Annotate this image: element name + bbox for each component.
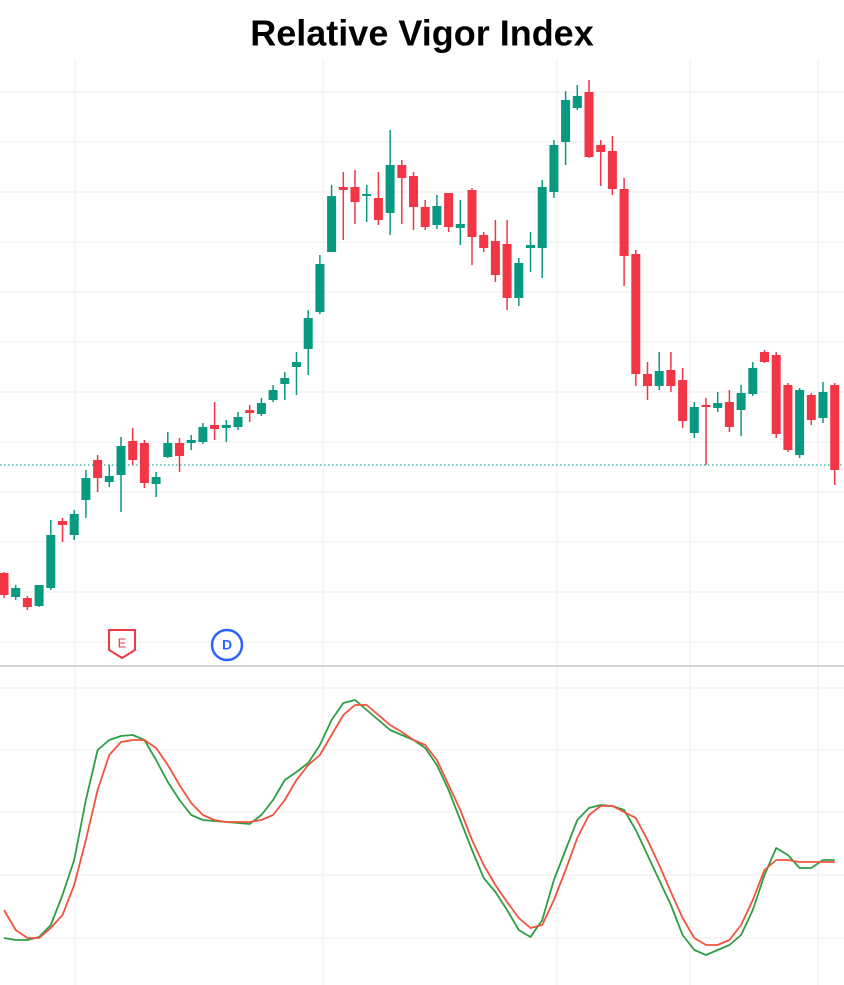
candle-body bbox=[69, 514, 79, 535]
candle-body bbox=[607, 151, 617, 189]
candle-body bbox=[385, 165, 395, 213]
candle-body bbox=[221, 425, 231, 428]
candle-body bbox=[34, 585, 44, 606]
candle-body bbox=[362, 194, 372, 196]
marker-label: E bbox=[118, 635, 127, 650]
candle-body bbox=[327, 196, 337, 252]
candle-body bbox=[280, 378, 290, 384]
candle-body bbox=[830, 385, 840, 470]
candle-body bbox=[479, 235, 489, 248]
candle-body bbox=[409, 176, 418, 207]
candle-body bbox=[198, 427, 208, 442]
candle-body bbox=[139, 443, 149, 483]
candle-body bbox=[514, 263, 524, 298]
candle-body bbox=[666, 370, 676, 386]
marker-label: D bbox=[222, 637, 232, 653]
candle-body bbox=[654, 371, 664, 386]
candle-body bbox=[81, 478, 91, 500]
candle-body bbox=[502, 244, 512, 298]
candle-body bbox=[420, 207, 430, 227]
candle-body bbox=[163, 443, 173, 457]
candle-body bbox=[444, 193, 454, 227]
candle-body bbox=[701, 405, 711, 407]
candle-body bbox=[818, 392, 828, 418]
candles bbox=[0, 80, 844, 610]
candle-body bbox=[256, 403, 266, 414]
candle-body bbox=[771, 355, 781, 434]
candle-body bbox=[678, 380, 688, 421]
candle-body bbox=[116, 446, 126, 475]
candle-body bbox=[736, 393, 746, 410]
indicator-line bbox=[3, 699, 835, 956]
candle-body bbox=[537, 187, 547, 248]
candle-body bbox=[561, 100, 571, 142]
candle-body bbox=[783, 385, 793, 450]
candle-body bbox=[619, 189, 629, 256]
candle-body bbox=[689, 407, 699, 433]
candle-body bbox=[350, 187, 360, 202]
grid bbox=[0, 60, 844, 985]
candle-body bbox=[643, 374, 652, 386]
candle-body bbox=[806, 395, 816, 420]
candle-body bbox=[233, 417, 243, 427]
marker-d: D bbox=[210, 628, 244, 662]
candle-body bbox=[315, 264, 325, 312]
candle-body bbox=[795, 390, 805, 455]
marker-e: E bbox=[108, 629, 136, 660]
candle-body bbox=[22, 598, 32, 607]
chart-title: Relative Vigor Index bbox=[250, 13, 593, 54]
candle-body bbox=[526, 245, 535, 248]
candle-body bbox=[46, 535, 56, 588]
candle-body bbox=[151, 477, 161, 484]
candle-body bbox=[186, 440, 196, 443]
candle-body bbox=[268, 390, 278, 400]
candle-body bbox=[724, 402, 734, 427]
candle-body bbox=[596, 145, 606, 152]
candle-body bbox=[631, 254, 641, 374]
candle-body bbox=[245, 410, 255, 413]
candle-body bbox=[292, 362, 301, 367]
candle-body bbox=[373, 198, 383, 220]
candle-body bbox=[0, 573, 9, 595]
candle-body bbox=[467, 190, 477, 237]
candle-body bbox=[490, 241, 500, 275]
candle-body bbox=[303, 318, 313, 349]
candle-body bbox=[104, 476, 114, 482]
candle-body bbox=[58, 521, 67, 525]
candle-body bbox=[210, 425, 220, 429]
candle-body bbox=[397, 165, 407, 178]
candle-body bbox=[549, 145, 559, 192]
candle-body bbox=[432, 206, 442, 225]
candle-body bbox=[455, 224, 465, 228]
candle-body bbox=[572, 96, 582, 108]
indicator-line bbox=[3, 704, 835, 946]
candle-body bbox=[128, 441, 138, 460]
candle-body bbox=[760, 352, 769, 362]
candle-body bbox=[338, 187, 348, 190]
candle-body bbox=[93, 460, 103, 478]
candle-body bbox=[748, 368, 758, 394]
candle-body bbox=[11, 588, 21, 597]
candle-body bbox=[584, 92, 594, 157]
candle-body bbox=[175, 443, 184, 456]
candle-body bbox=[713, 403, 723, 408]
